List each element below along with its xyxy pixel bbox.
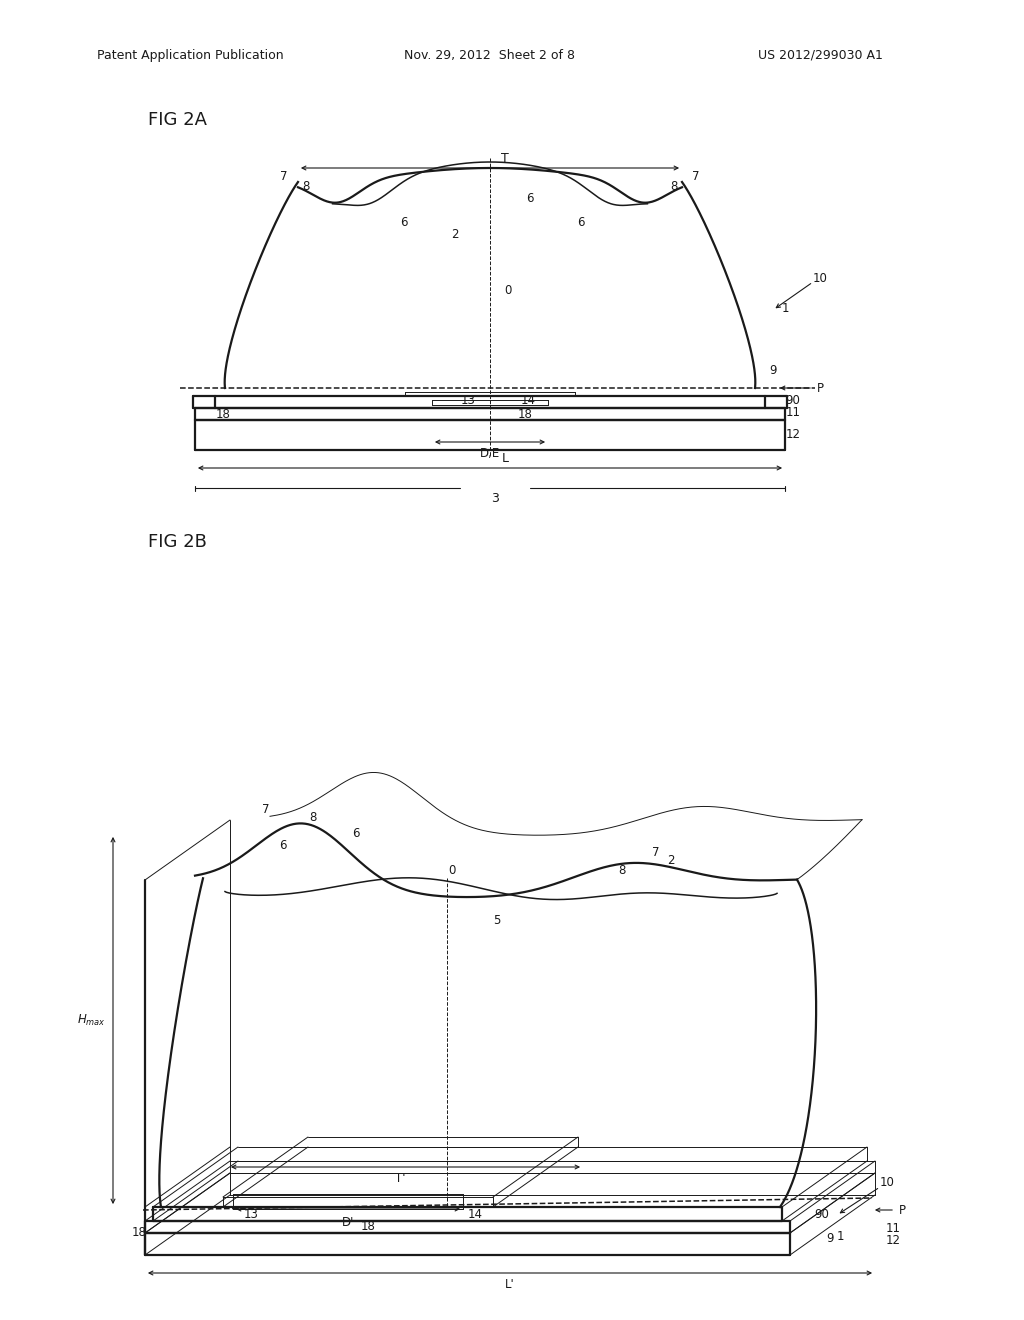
- Text: 0: 0: [449, 863, 456, 876]
- Text: 6: 6: [578, 215, 585, 228]
- Text: 7: 7: [262, 803, 269, 816]
- Text: US 2012/299030 A1: US 2012/299030 A1: [758, 49, 883, 62]
- Text: 12: 12: [886, 1234, 900, 1247]
- Text: P: P: [898, 1204, 905, 1217]
- Text: 8: 8: [302, 180, 309, 193]
- Text: 18: 18: [517, 408, 532, 421]
- Text: 12: 12: [785, 428, 801, 441]
- Text: 18: 18: [216, 408, 230, 421]
- Text: 10: 10: [813, 272, 827, 285]
- Text: $H_{max}$: $H_{max}$: [77, 1012, 105, 1027]
- Text: Nov. 29, 2012  Sheet 2 of 8: Nov. 29, 2012 Sheet 2 of 8: [404, 49, 575, 62]
- Text: 13: 13: [461, 393, 475, 407]
- Text: 3: 3: [492, 491, 499, 504]
- Text: 7: 7: [652, 846, 659, 859]
- Text: 13: 13: [244, 1209, 258, 1221]
- Text: 6: 6: [279, 840, 287, 851]
- Text: 11: 11: [886, 1221, 900, 1234]
- Text: FIG 2A: FIG 2A: [148, 111, 207, 129]
- Text: 5: 5: [494, 913, 501, 927]
- Text: 2: 2: [667, 854, 675, 867]
- Text: FIG 2B: FIG 2B: [148, 533, 207, 550]
- Text: L': L': [505, 1279, 515, 1291]
- Text: 90: 90: [785, 395, 801, 408]
- Text: 18: 18: [360, 1221, 376, 1233]
- Text: 1: 1: [781, 301, 788, 314]
- Text: 8: 8: [617, 865, 626, 878]
- Text: 11: 11: [785, 407, 801, 420]
- Text: P: P: [816, 383, 823, 396]
- Text: 14: 14: [468, 1209, 482, 1221]
- Text: 6: 6: [352, 826, 359, 840]
- Text: 1: 1: [837, 1230, 844, 1243]
- Text: 9: 9: [826, 1233, 834, 1246]
- Text: 90: 90: [814, 1208, 829, 1221]
- Text: 14: 14: [520, 393, 536, 407]
- Text: 10: 10: [880, 1176, 894, 1188]
- Text: 0: 0: [504, 284, 512, 297]
- Text: 18: 18: [131, 1226, 146, 1239]
- Text: 9: 9: [769, 363, 777, 376]
- Text: 8: 8: [309, 810, 316, 824]
- Text: 7: 7: [281, 169, 288, 182]
- Text: D,E: D,E: [480, 447, 500, 461]
- Text: 6: 6: [400, 215, 408, 228]
- Text: T: T: [501, 152, 509, 165]
- Text: L: L: [502, 451, 509, 465]
- Text: 6: 6: [526, 191, 534, 205]
- Text: 2: 2: [452, 227, 459, 240]
- Text: 8: 8: [671, 180, 678, 193]
- Text: T': T': [394, 1172, 406, 1185]
- Text: D': D': [342, 1216, 354, 1229]
- Text: 7: 7: [692, 169, 699, 182]
- Text: Patent Application Publication: Patent Application Publication: [96, 49, 284, 62]
